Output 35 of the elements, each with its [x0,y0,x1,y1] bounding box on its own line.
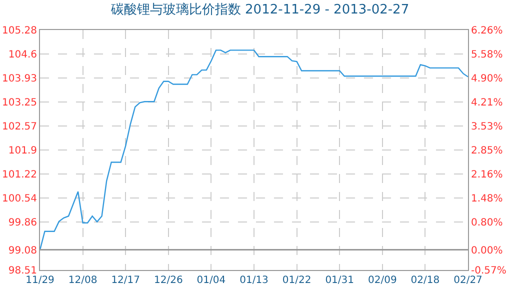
x-tick-label: 01/13 [240,275,268,286]
y-tick-label: 102.57 [2,122,37,133]
y-tick-label: 101.9 [8,145,37,156]
x-tick-label: 02/09 [368,275,397,286]
y2-tick-label: -0.57% [471,266,506,276]
y-tick-label: 100.54 [2,194,37,205]
y2-tick-label: 0.00% [471,245,503,256]
y-tick-label: 99.86 [8,218,37,229]
y-tick-label: 104.6 [8,50,37,61]
y2-tick-label: 3.53% [471,121,503,132]
x-tick-label: 01/31 [325,275,354,286]
y2-tick-label: 0.80% [471,217,503,228]
y2-tick-label: 2.85% [471,145,503,156]
y-tick-label: 103.93 [2,73,37,84]
x-tick-label: 12/17 [111,275,140,286]
x-tick-label: 01/22 [282,275,312,286]
x-tick-label: 12/08 [68,275,98,286]
y2-tick-label: 4.90% [471,73,503,84]
chart-title: 碳酸锂与玻璃比价指数 2012-11-29 - 2013-02-27 [110,2,410,18]
line-series [40,50,468,250]
x-tick-label: 11/29 [26,275,54,286]
y-tick-label: 101.22 [2,169,37,180]
y2-tick-label: 1.48% [471,193,503,204]
y2-tick-label: 4.21% [471,98,503,109]
y-tick-label: 99.08 [8,245,37,256]
y2-tick-label: 6.26% [471,26,503,36]
x-tick-label: 01/04 [196,275,226,286]
y-tick-label: 98.51 [8,266,37,276]
x-tick-label: 12/26 [154,275,183,286]
y-tick-label: 103.25 [2,97,37,108]
y-tick-label: 105.28 [2,26,37,36]
x-tick-label: 02/27 [454,275,482,286]
y2-tick-label: 5.58% [471,49,503,60]
x-tick-label: 02/18 [410,275,440,286]
y2-tick-label: 2.16% [471,170,503,181]
